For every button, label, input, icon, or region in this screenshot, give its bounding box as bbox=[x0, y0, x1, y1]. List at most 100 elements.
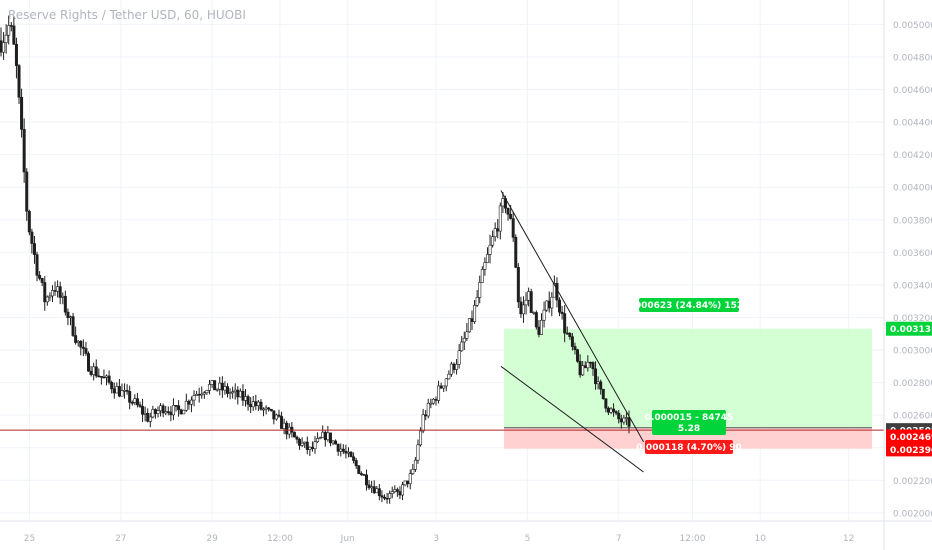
candle-body bbox=[334, 440, 338, 445]
candle-body bbox=[135, 398, 139, 406]
candle-body bbox=[141, 406, 145, 415]
candle-body bbox=[393, 489, 397, 492]
candle-body bbox=[300, 442, 304, 446]
candle-body bbox=[578, 361, 582, 376]
candle-body bbox=[249, 404, 253, 408]
candle-body bbox=[362, 474, 366, 476]
candle-body bbox=[43, 282, 47, 303]
candle-body bbox=[89, 370, 93, 375]
candle-body bbox=[573, 346, 577, 350]
candle-body bbox=[606, 407, 610, 413]
candle-body bbox=[76, 340, 80, 343]
candle-body bbox=[68, 316, 72, 318]
price-tick-label: 0.003800 bbox=[893, 216, 932, 226]
candle-body bbox=[318, 437, 322, 439]
candle-body bbox=[192, 395, 196, 401]
candle-body bbox=[390, 491, 394, 494]
candle-body bbox=[480, 269, 484, 283]
candle-body bbox=[110, 382, 114, 390]
candle-body bbox=[182, 409, 186, 415]
candle-body bbox=[4, 34, 8, 43]
candle-body bbox=[285, 422, 289, 435]
candle-body bbox=[331, 440, 335, 444]
candle-body bbox=[310, 446, 314, 450]
candle-body bbox=[305, 441, 309, 450]
candle-body bbox=[596, 381, 600, 385]
candle-body bbox=[92, 366, 96, 375]
candle-body bbox=[112, 388, 116, 394]
candle-body bbox=[146, 412, 150, 422]
candle-body bbox=[619, 418, 623, 423]
candle-body bbox=[465, 331, 469, 339]
candle-body bbox=[53, 290, 57, 292]
candle-body bbox=[370, 486, 374, 489]
candle-body bbox=[128, 391, 132, 403]
candle-body bbox=[107, 375, 111, 383]
candle-body bbox=[292, 431, 296, 438]
candle-body bbox=[94, 366, 98, 377]
risk-reward-label-text: 0.000015 - 84745 bbox=[645, 413, 734, 423]
candle-body bbox=[431, 398, 435, 404]
candle-body bbox=[74, 335, 78, 343]
candle-body bbox=[398, 491, 402, 496]
candle-body bbox=[30, 231, 34, 244]
candle-body bbox=[437, 385, 441, 401]
candle-body bbox=[171, 405, 175, 416]
candle-body bbox=[519, 301, 523, 315]
candle-body bbox=[20, 96, 24, 130]
candle-body bbox=[483, 262, 487, 270]
candle-body bbox=[246, 396, 250, 405]
candle-body bbox=[614, 411, 618, 414]
price-tag-text: 0.003131 bbox=[890, 325, 932, 335]
candle-body bbox=[401, 484, 405, 496]
candle-body bbox=[27, 211, 31, 233]
loss-zone bbox=[504, 427, 872, 449]
candle-body bbox=[259, 401, 263, 410]
candle-body bbox=[58, 286, 62, 298]
candle-body bbox=[164, 411, 168, 414]
candle-body bbox=[475, 297, 479, 306]
time-tick-label: 12:00 bbox=[679, 534, 705, 544]
candle-body bbox=[38, 275, 42, 279]
candle-body bbox=[545, 300, 549, 311]
candle-body bbox=[357, 465, 361, 474]
candle-body bbox=[449, 363, 453, 375]
price-axis[interactable]: 0.005000 0.004800 0.004600 0.004400 0.004200… bbox=[883, 0, 932, 550]
time-tick-label: 29 bbox=[206, 534, 218, 544]
candle-body bbox=[341, 448, 345, 452]
candle-body bbox=[627, 417, 631, 427]
candle-body bbox=[473, 305, 477, 322]
candle-body bbox=[380, 495, 384, 498]
candle-body bbox=[359, 473, 363, 475]
candle-body bbox=[434, 398, 438, 401]
price-tick-label: 0.004800 bbox=[893, 53, 932, 63]
time-tick-label: 27 bbox=[115, 534, 126, 544]
candle-body bbox=[105, 375, 109, 378]
candle-body bbox=[537, 326, 541, 335]
target-label: 0.000623 (24.84%) 152.8 bbox=[625, 298, 753, 312]
candle-body bbox=[236, 389, 240, 398]
candle-body bbox=[457, 350, 461, 365]
candle-body bbox=[455, 363, 459, 370]
candle-body bbox=[84, 348, 88, 354]
candle-body bbox=[220, 382, 224, 391]
candle-body bbox=[349, 451, 353, 458]
candle-body bbox=[71, 316, 75, 336]
candle-body bbox=[328, 432, 332, 444]
candle-body bbox=[35, 254, 39, 276]
price-tag-text: 0.002469 bbox=[890, 433, 932, 443]
candle-body bbox=[364, 474, 368, 486]
price-tick-label: 0.002200 bbox=[893, 477, 932, 487]
candle-body bbox=[586, 361, 590, 369]
candle-body bbox=[267, 407, 271, 410]
candle-body bbox=[496, 228, 500, 232]
candle-body bbox=[493, 228, 497, 238]
time-axis[interactable]: 25 27 29 12:00 Jun 3 5 7 12:00 10 12 bbox=[0, 520, 932, 544]
risk-reward-label-text: 5.28 bbox=[678, 424, 700, 434]
candle-body bbox=[254, 401, 258, 407]
price-tick-label: 0.003200 bbox=[893, 314, 932, 324]
candle-body bbox=[63, 295, 67, 313]
candle-body bbox=[558, 299, 562, 313]
candle-body bbox=[467, 318, 471, 333]
